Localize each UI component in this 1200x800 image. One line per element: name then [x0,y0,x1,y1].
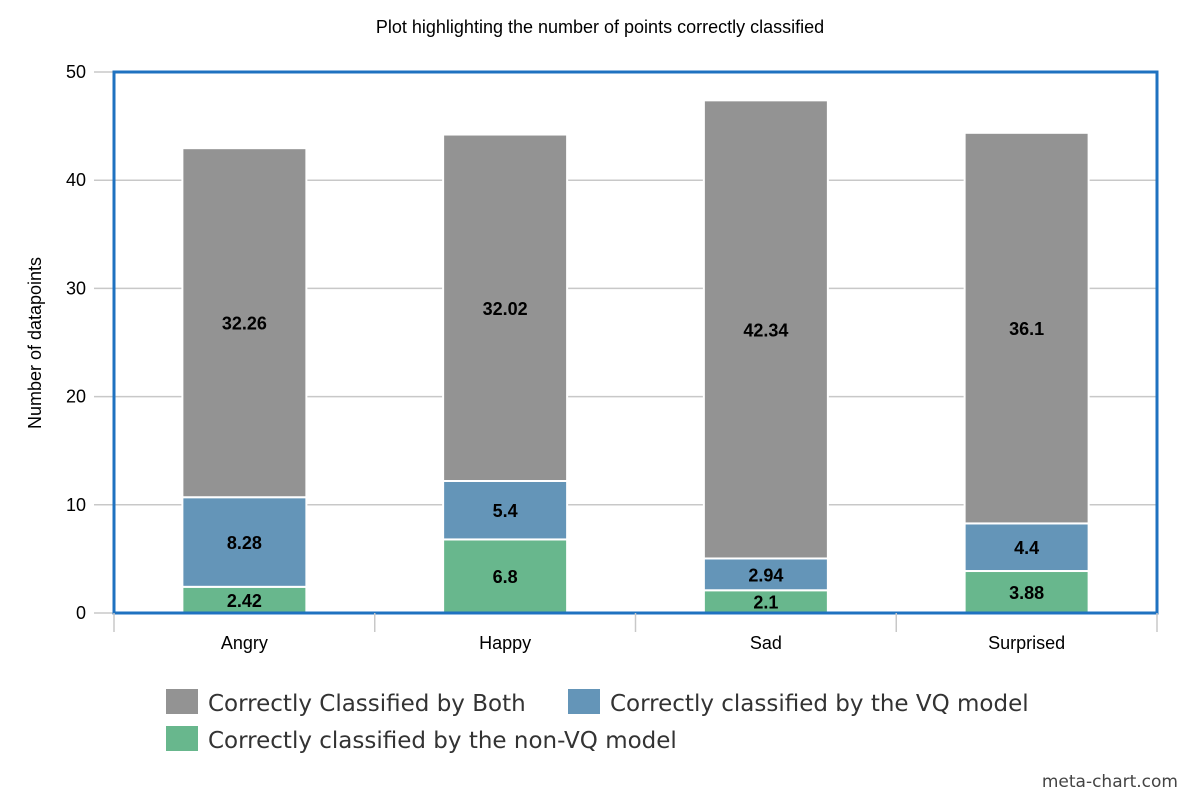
chart-title: Plot highlighting the number of points c… [376,17,824,37]
bar-segment [181,585,308,615]
x-tick-label: Angry [221,633,268,653]
y-tick-label: 20 [66,387,86,407]
data-label: 42.34 [743,320,788,340]
data-label: 2.1 [753,593,778,613]
y-tick-label: 10 [66,495,86,515]
data-label: 6.8 [493,567,518,587]
data-label: 32.26 [222,314,267,334]
y-tick-label: 0 [76,603,86,623]
x-tick-label: Happy [479,633,531,653]
data-label: 8.28 [227,533,262,553]
legend: Correctly Classified by Both Correctly cl… [166,689,1029,754]
legend-label: Correctly classified by the non-VQ model [208,728,677,754]
bar-segment [442,479,569,541]
x-axis: Angry Happy Sad Surprised [113,613,1158,653]
x-tick-label: Sad [750,633,782,653]
legend-swatch [568,689,600,714]
y-tick-label: 30 [66,278,86,298]
y-axis-ticks: 0 10 20 30 40 50 [66,62,114,623]
y-axis-label: Number of datapoints [25,257,45,429]
data-label: 36.1 [1009,319,1044,339]
y-tick-label: 40 [66,170,86,190]
data-label: 4.4 [1014,538,1039,558]
legend-label: Correctly classified by the VQ model [610,691,1029,717]
y-tick-label: 50 [66,62,86,82]
legend-swatch [166,726,198,751]
bar-segment [181,147,308,499]
data-label: 3.88 [1009,583,1044,603]
legend-label: Correctly Classified by Both [208,691,526,717]
bar-segment [963,131,1090,525]
legend-swatch [166,689,198,714]
data-label: 5.4 [493,501,518,521]
data-label: 2.42 [227,591,262,611]
data-label: 32.02 [483,299,528,319]
bar-segment [702,99,829,560]
x-tick-label: Surprised [988,633,1065,653]
bar-segment [442,133,569,482]
credit-text: meta-chart.com [1041,772,1178,792]
data-label: 2.94 [748,565,783,585]
bars [181,99,1090,615]
bar-segment [963,522,1090,573]
data-labels: 2.42 8.28 32.26 6.8 5.4 32.02 2.1 2.94 42.34 3.88… [222,299,1044,613]
